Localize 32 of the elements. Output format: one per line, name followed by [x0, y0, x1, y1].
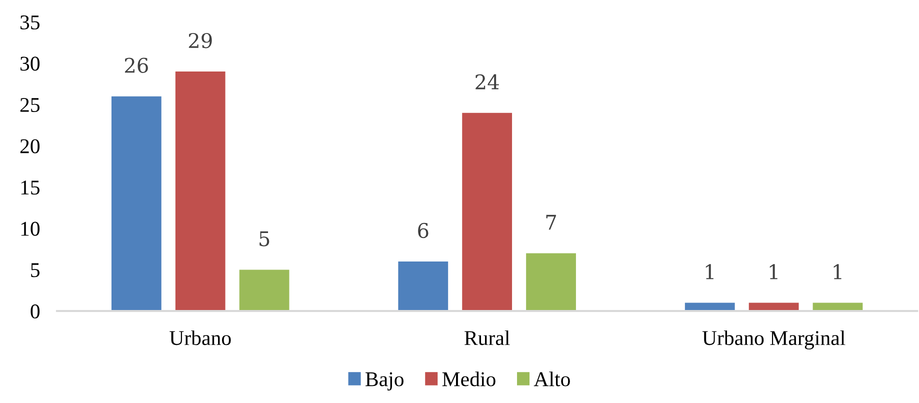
data-label: 1: [706, 264, 714, 280]
bar: [175, 72, 226, 311]
legend-label: Medio: [442, 372, 496, 386]
x-tick-label: Urbano Marginal: [702, 330, 846, 350]
y-tick-label: 20: [20, 139, 40, 154]
bar: [684, 302, 735, 311]
x-tick-label: Rural: [464, 330, 510, 346]
data-label: 5: [260, 231, 270, 246]
bar: [462, 112, 512, 311]
x-tick-label: Urbano: [170, 330, 231, 346]
y-tick-label: 25: [20, 98, 40, 112]
y-tick-label: 15: [21, 180, 40, 195]
y-tick-label: 10: [21, 222, 40, 236]
bar: [526, 253, 576, 311]
bar: [239, 270, 290, 311]
y-tick-label: 5: [31, 263, 40, 278]
data-label: 1: [770, 264, 778, 280]
legend-label: Bajo: [366, 372, 404, 390]
y-tick-label: 35: [20, 15, 40, 30]
bar: [111, 96, 162, 311]
bar: [398, 261, 448, 311]
data-label: 1: [834, 264, 842, 280]
bar: [748, 302, 799, 311]
bar: [812, 302, 863, 311]
data-label: 7: [546, 214, 556, 230]
data-label: 24: [476, 74, 499, 90]
legend-label: Alto: [534, 372, 570, 386]
y-tick-label: 30: [20, 56, 40, 71]
data-label: 6: [418, 222, 428, 238]
data-label: 26: [124, 58, 148, 73]
y-tick-label: 0: [30, 304, 40, 318]
data-label: 29: [188, 32, 212, 48]
